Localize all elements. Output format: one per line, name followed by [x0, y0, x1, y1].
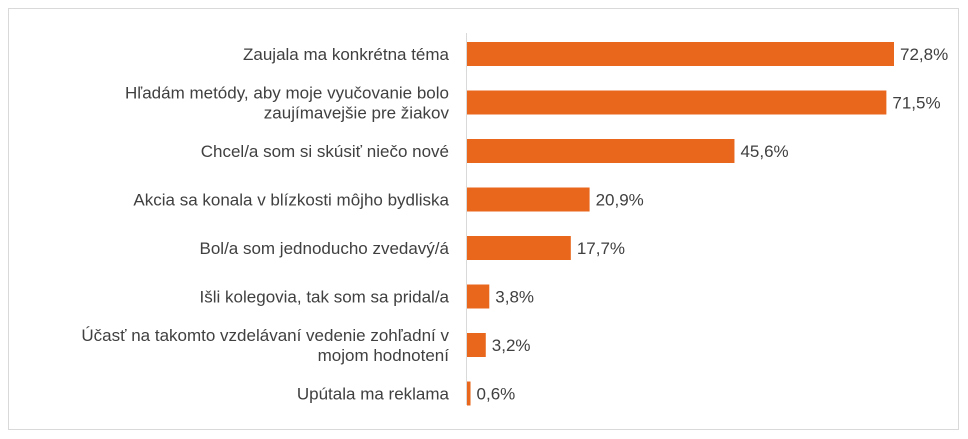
category-label: Išli kolegovia, tak som sa pridal/a	[200, 288, 450, 307]
category-label-line: Akcia sa konala v blízkosti môjho bydlis…	[133, 191, 449, 210]
data-label: 20,9%	[596, 191, 644, 210]
category-label-line: Zaujala ma konkrétna téma	[243, 45, 450, 64]
category-label-line: mojom hodnotení	[318, 346, 450, 365]
category-label: Chcel/a som si skúsiť niečo nové	[201, 142, 449, 161]
data-label: 0,6%	[477, 385, 516, 404]
category-label-line: Bol/a som jednoducho zvedavý/á	[200, 239, 450, 258]
category-label-line: Upútala ma reklama	[297, 385, 450, 404]
data-label: 45,6%	[740, 142, 788, 161]
category-label: Akcia sa konala v blízkosti môjho bydlis…	[133, 191, 449, 210]
bar	[467, 139, 735, 163]
category-label: Účasť na takomto vzdelávaní vedenie zohľ…	[81, 326, 449, 365]
data-label: 17,7%	[577, 239, 625, 258]
category-label: Hľadám metódy, aby moje vyučovanie bolo z…	[125, 84, 450, 123]
bar	[467, 187, 590, 212]
category-label: Upútala ma reklama	[297, 385, 450, 404]
category-label-line: Účasť na takomto vzdelávaní vedenie zohľ…	[81, 326, 449, 345]
data-label: 71,5%	[892, 94, 940, 113]
category-label: Bol/a som jednoducho zvedavý/á	[200, 239, 450, 258]
bar	[467, 236, 571, 260]
data-label: 3,2%	[492, 336, 531, 355]
bar	[467, 284, 490, 309]
category-label-line: Išli kolegovia, tak som sa pridal/a	[200, 288, 450, 307]
bar	[467, 381, 471, 406]
data-label: 3,8%	[495, 288, 534, 307]
category-label: Zaujala ma konkrétna téma	[243, 45, 450, 64]
bar	[467, 90, 887, 115]
data-label: 72,8%	[900, 45, 948, 64]
category-label-line: Chcel/a som si skúsiť niečo nové	[201, 142, 449, 161]
category-label-line: Hľadám metódy, aby moje vyučovanie bolo	[125, 84, 449, 103]
bar	[467, 333, 486, 357]
chart-frame	[8, 8, 959, 430]
bar	[467, 42, 894, 66]
category-label-line: zaujímavejšie pre žiakov	[264, 104, 450, 123]
